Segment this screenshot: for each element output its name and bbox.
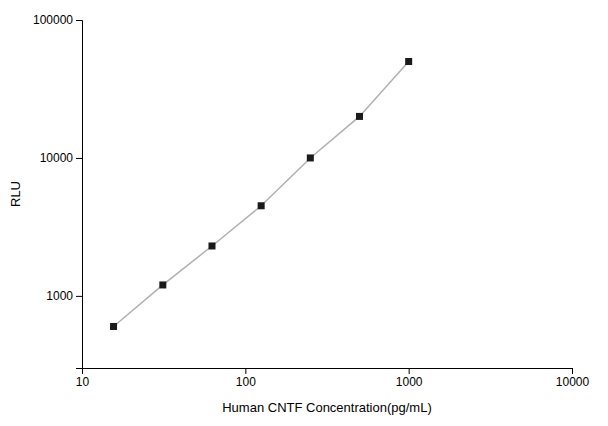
x-tick-mark [245,368,246,374]
x-tick: 100 [236,368,256,389]
y-axis: 1000 10000 100000 [33,13,83,368]
marks [110,58,412,330]
chart: 10 100 1000 10000 1000 10000 100000 Human CNTF … [0,0,608,426]
x-tick: 10000 [556,368,590,389]
y-tick: 100000 [33,13,82,27]
y-axis-title: RLU [8,181,23,207]
x-axis-title: Human CNTF Concentration(pg/mL) [222,400,432,415]
y-axis-line [76,21,83,369]
y-tick: 1000 [46,289,82,303]
x-tick-label: 1000 [396,375,423,389]
marker [258,202,265,209]
marker [110,323,117,330]
marker [208,242,215,249]
marker [307,154,314,161]
y-tick: 10000 [40,151,82,165]
plot-area: 10 100 1000 10000 1000 10000 100000 Human CNTF … [8,13,590,415]
line [114,62,409,327]
x-axis: 10 100 1000 10000 [76,368,590,389]
x-tick: 10 [76,368,90,389]
y-tick-label: 100000 [33,13,73,27]
x-tick-mark [409,368,410,374]
y-tick-label: 1000 [46,289,73,303]
x-tick-mark [572,368,573,374]
marker [159,281,166,288]
y-tick-mark [76,158,82,159]
y-tick-mark [76,296,82,297]
x-axis-line [83,369,573,375]
y-tick-label: 10000 [40,151,74,165]
x-tick-label: 10000 [556,375,590,389]
x-tick-label: 100 [236,375,256,389]
x-tick-label: 10 [76,375,90,389]
marker [356,113,363,120]
marker [405,58,412,65]
y-tick-mark [76,20,82,21]
x-tick: 1000 [396,368,423,389]
